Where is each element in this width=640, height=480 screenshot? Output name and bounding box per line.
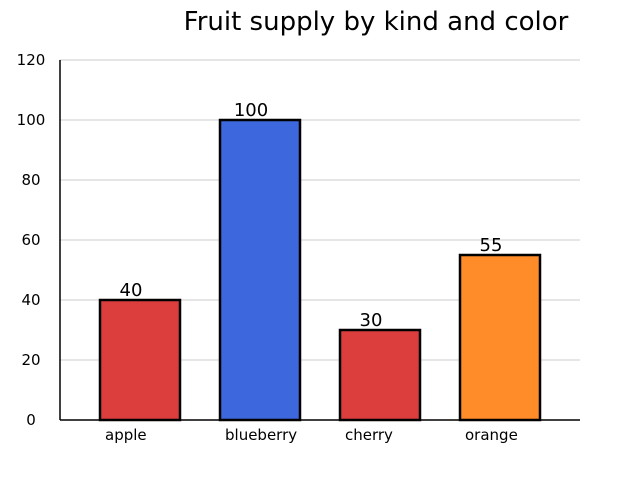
bar-orange	[458, 253, 542, 422]
y-axis-ticks: 0 20 40 60 80 100 120	[17, 51, 46, 429]
bar-cherry	[338, 328, 422, 422]
x-tick-label-orange: orange	[465, 426, 518, 444]
y-tick-label: 120	[17, 51, 46, 69]
data-label-blueberry: 100	[234, 100, 268, 121]
chart-title: Fruit supply by kind and color	[184, 7, 569, 37]
y-tick-label: 80	[21, 171, 40, 189]
data-labels: 40 100 30 55	[120, 100, 503, 331]
bar-blueberry	[218, 118, 302, 422]
data-label-orange: 55	[480, 235, 503, 256]
data-label-apple: 40	[120, 280, 143, 301]
x-tick-label-apple: apple	[105, 426, 147, 444]
y-tick-label: 20	[21, 351, 40, 369]
y-tick-label: 60	[21, 231, 40, 249]
x-tick-label-blueberry: blueberry	[225, 426, 297, 444]
x-tick-label-cherry: cherry	[345, 426, 393, 444]
y-tick-label: 0	[26, 411, 36, 429]
x-axis-ticks: apple blueberry cherry orange	[105, 426, 518, 444]
y-tick-label: 100	[17, 111, 46, 129]
data-label-cherry: 30	[360, 310, 383, 331]
bars	[98, 118, 542, 422]
bar-apple	[98, 298, 182, 422]
y-tick-label: 40	[21, 291, 40, 309]
